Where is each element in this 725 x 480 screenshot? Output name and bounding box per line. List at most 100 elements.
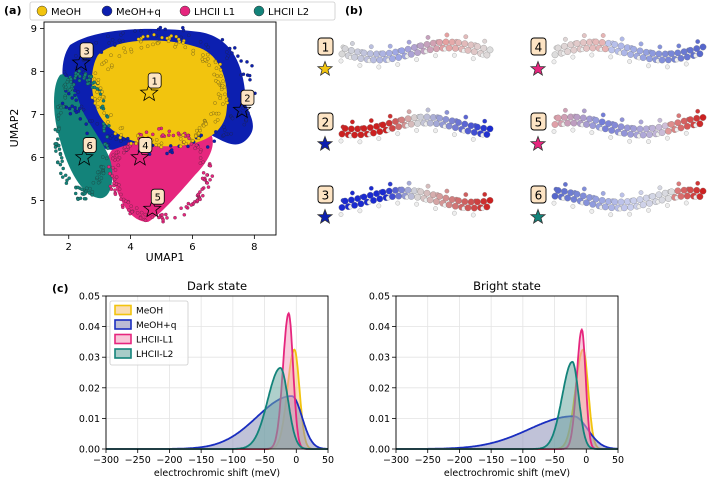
- scatter-point: [219, 74, 223, 78]
- scatter-point: [96, 78, 101, 82]
- umap-xtick-label: 8: [251, 242, 257, 253]
- scatter-point: [112, 42, 117, 46]
- atom: [683, 130, 689, 136]
- scatter-point: [196, 136, 201, 140]
- umap-star-marker: [139, 82, 159, 102]
- structure-4: 4: [529, 33, 707, 77]
- scatter-point: [148, 29, 152, 34]
- atom: [649, 193, 656, 200]
- umap-marker-number: 4: [142, 141, 148, 152]
- atom: [636, 47, 644, 55]
- scatter-point: [63, 173, 68, 178]
- scatter-point: [239, 59, 243, 63]
- atom: [360, 49, 368, 57]
- atom: [406, 180, 412, 186]
- atom: [627, 203, 634, 211]
- atom: [423, 189, 431, 197]
- scatter-point: [229, 132, 233, 136]
- scatter-point: [169, 34, 174, 38]
- ytick-label: 0.02: [79, 383, 100, 394]
- scatter-point: [87, 191, 92, 195]
- scatter-point: [79, 104, 84, 109]
- atom: [444, 110, 450, 115]
- atom: [433, 128, 438, 134]
- atom: [665, 56, 672, 64]
- scatter-point: [156, 41, 160, 46]
- scatter-point: [96, 104, 100, 109]
- scatter-point: [61, 166, 65, 171]
- scatter-point: [176, 37, 181, 42]
- umap-marker-number: 6: [87, 141, 93, 152]
- atom: [379, 50, 387, 58]
- atom: [350, 190, 355, 196]
- scatter-point: [160, 35, 164, 40]
- atom: [414, 128, 419, 133]
- panel-label-c: (c): [52, 282, 69, 295]
- atom: [368, 118, 374, 123]
- atom: [389, 125, 396, 132]
- scatter-point: [114, 150, 119, 155]
- umap-plot: 2 4 6 8 5 6 7 8 9 1 2 3 4 5 6 UMAP1 UMAP2: [8, 21, 277, 264]
- atom: [461, 120, 469, 128]
- atom: [677, 124, 685, 132]
- scatter-point: [67, 91, 71, 96]
- atom: [617, 198, 625, 206]
- atom: [563, 182, 568, 187]
- scatter-point: [214, 66, 219, 70]
- atom: [482, 118, 488, 124]
- atom: [573, 113, 581, 121]
- atom: [445, 201, 453, 209]
- atom: [398, 47, 406, 55]
- scatter-point: [113, 188, 117, 192]
- atom: [470, 204, 478, 212]
- atom: [581, 108, 587, 114]
- umap-xtick-label: 6: [189, 242, 195, 253]
- atom: [423, 113, 431, 121]
- scatter-point: [91, 181, 96, 185]
- atom: [699, 43, 707, 51]
- atom: [486, 46, 494, 54]
- scatter-point: [90, 193, 94, 197]
- atom: [480, 198, 488, 205]
- scatter-point: [152, 32, 156, 37]
- scatter-point: [65, 178, 69, 183]
- atom: [433, 53, 438, 59]
- atom: [608, 46, 616, 54]
- scatter-point: [129, 49, 134, 54]
- scatter-point: [191, 48, 196, 53]
- atom: [695, 180, 701, 186]
- scatter-point: [109, 187, 114, 191]
- atom: [627, 130, 634, 138]
- scatter-point: [114, 137, 119, 141]
- structure-number: 1: [322, 41, 330, 55]
- atom: [646, 139, 651, 144]
- atom: [668, 188, 675, 196]
- atom: [417, 42, 425, 50]
- atom: [425, 35, 431, 40]
- scatter-point: [213, 60, 218, 65]
- atom: [357, 131, 365, 139]
- atom: [338, 204, 346, 211]
- scatter-point: [117, 54, 122, 58]
- atom: [589, 52, 595, 58]
- scatter-point: [73, 191, 78, 196]
- atom: [414, 120, 421, 127]
- scatter-point: [85, 82, 90, 86]
- atom: [551, 200, 557, 206]
- atom: [693, 114, 701, 122]
- atom: [395, 62, 401, 67]
- scatter-point: [139, 133, 143, 137]
- scatter-point: [164, 212, 168, 217]
- ytick-label: 0.00: [369, 445, 390, 456]
- scatter-point: [213, 119, 218, 124]
- scatter-point: [110, 134, 114, 138]
- scatter-point: [169, 148, 174, 152]
- scatter-point: [101, 155, 105, 159]
- atom: [398, 116, 406, 124]
- scatter-point: [62, 70, 67, 74]
- scatter-point: [93, 97, 97, 101]
- scatter-point: [159, 145, 164, 149]
- atom: [646, 55, 653, 63]
- scatter-point: [59, 110, 63, 115]
- scatter-point: [190, 139, 195, 143]
